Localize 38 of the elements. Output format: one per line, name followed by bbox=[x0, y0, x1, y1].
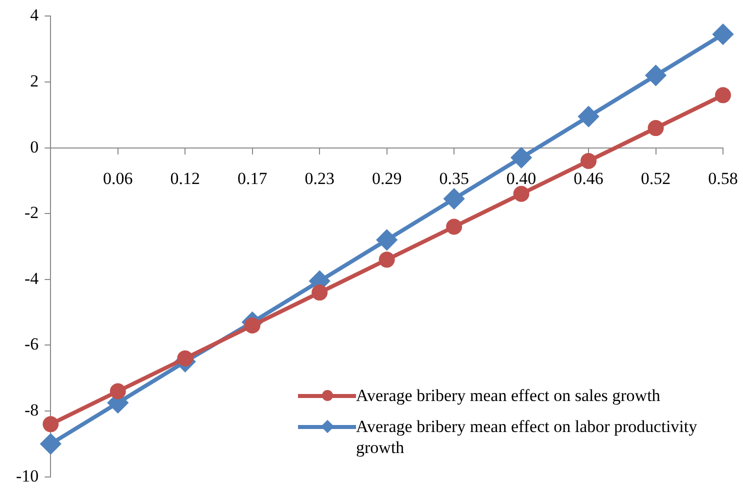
y-tick-label: -8 bbox=[24, 400, 39, 420]
y-tick-label: 0 bbox=[30, 137, 39, 156]
point bbox=[511, 148, 532, 168]
point bbox=[177, 350, 194, 366]
point bbox=[40, 434, 61, 454]
x-tick-label: 0.29 bbox=[372, 168, 402, 188]
point bbox=[446, 218, 462, 235]
point bbox=[42, 416, 59, 432]
point bbox=[110, 383, 126, 400]
x-tick-label: 0.06 bbox=[103, 168, 133, 188]
x-tick-label: 0.35 bbox=[439, 168, 469, 188]
y-tick-label: -10 bbox=[16, 466, 39, 486]
legend-label: Average bribery mean effect on labor productivity growth bbox=[356, 416, 698, 458]
point bbox=[444, 188, 464, 209]
point bbox=[578, 106, 599, 127]
x-tick-label: 0.23 bbox=[304, 168, 334, 188]
legend-label: Average bribery mean effect on sales growth bbox=[356, 385, 660, 406]
x-tick-label: 0.58 bbox=[708, 168, 738, 188]
x-tick-label: 0.17 bbox=[237, 168, 268, 188]
y-tick-label: 4 bbox=[30, 6, 40, 25]
x-tick-label: 0.52 bbox=[640, 168, 671, 188]
y-tick-label: -2 bbox=[24, 203, 39, 222]
point bbox=[648, 120, 664, 136]
x-tick-label: 0.46 bbox=[574, 168, 604, 188]
point bbox=[580, 152, 597, 169]
point bbox=[646, 65, 666, 86]
point bbox=[378, 252, 395, 268]
point bbox=[312, 284, 328, 301]
point bbox=[715, 87, 731, 104]
x-tick-label: 0.12 bbox=[170, 168, 200, 188]
point bbox=[513, 186, 530, 202]
point bbox=[713, 24, 733, 44]
point bbox=[244, 317, 260, 334]
y-tick-label: -4 bbox=[24, 268, 40, 288]
y-tick-label: 2 bbox=[30, 71, 39, 90]
point bbox=[376, 230, 397, 250]
x-tick-label: 0.40 bbox=[506, 168, 536, 188]
y-tick-label: -6 bbox=[24, 334, 39, 354]
